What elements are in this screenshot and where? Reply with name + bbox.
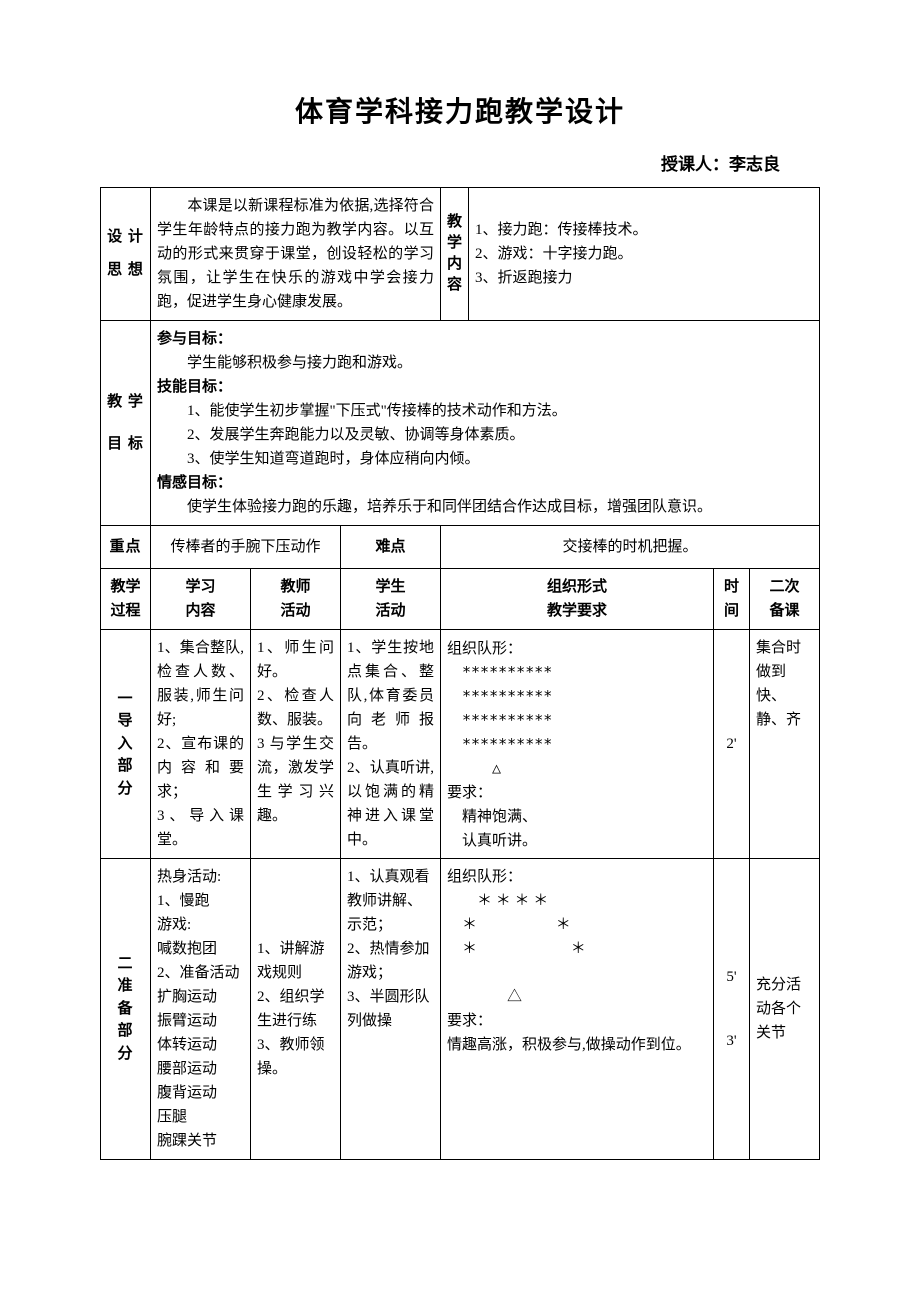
- page-title: 体育学科接力跑教学设计: [100, 90, 820, 130]
- header-process: 教学 过程: [101, 569, 151, 630]
- phase-2-org: 组织队形： ＊ ＊ ＊ ＊ ＊ ＊ ＊ ＊ △ 要求： 情趣高涨，积极参与,做操…: [441, 859, 714, 1160]
- phase-1-student: 1、学生按地点集合、整队,体育委员向老师报告。 2、认真听讲,以饱满的精神进入课…: [341, 630, 441, 859]
- phase-1-learn: 1、集合整队,检查人数、服装,师生问好; 2、宣布课的内容和要求； 3、导入课堂…: [151, 630, 251, 859]
- table-row: 教 学 目 标 参与目标： 学生能够积极参与接力跑和游戏。 技能目标： 1、能使…: [101, 321, 820, 526]
- table-header-row: 教学 过程 学习 内容 教师 活动 学生 活动 组织形式 教学要求 时 间 二次…: [101, 569, 820, 630]
- phase-2-student: 1、认真观看教师讲解、示范； 2、热情参加游戏； 3、半圆形队列做操: [341, 859, 441, 1160]
- phase-2-learn: 热身活动: 1、慢跑 游戏: 喊数抱团 2、准备活动 扩胸运动 振臂运动 体转运…: [151, 859, 251, 1160]
- teaching-content-label: 教学内容: [441, 188, 469, 321]
- instructor-line: 授课人：李志良: [100, 150, 820, 175]
- design-philosophy-label: 设 计 思 想: [101, 188, 151, 321]
- emotion-goal-text: 使学生体验接力跑的乐趣，培养乐于和同伴团结合作达成目标，增强团队意识。: [157, 495, 813, 519]
- header-student: 学生 活动: [341, 569, 441, 630]
- design-philosophy-text: 本课是以新课程标准为依据,选择符合学生年龄特点的接力跑为教学内容。以互动的形式来…: [151, 188, 441, 321]
- key-point-label: 重点: [101, 526, 151, 569]
- teaching-goals-label: 教 学 目 标: [101, 321, 151, 526]
- participation-goal-header: 参与目标：: [157, 327, 813, 351]
- participation-goal-text: 学生能够积极参与接力跑和游戏。: [157, 351, 813, 375]
- header-learn: 学习 内容: [151, 569, 251, 630]
- header-time: 时 间: [714, 569, 750, 630]
- header-second: 二次 备课: [750, 569, 820, 630]
- skill-goal-header: 技能目标：: [157, 375, 813, 399]
- table-row: 二 准 备 部 分 热身活动: 1、慢跑 游戏: 喊数抱团 2、准备活动 扩胸运…: [101, 859, 820, 1160]
- phase-2-second: 充分活动各个关节: [750, 859, 820, 1160]
- phase-1-label: 一 导 入 部 分: [101, 630, 151, 859]
- lesson-plan-table: 设 计 思 想 本课是以新课程标准为依据,选择符合学生年龄特点的接力跑为教学内容…: [100, 187, 820, 1160]
- phase-2-time: 5' 3': [714, 859, 750, 1160]
- table-row: 设 计 思 想 本课是以新课程标准为依据,选择符合学生年龄特点的接力跑为教学内容…: [101, 188, 820, 321]
- skill-goal-1: 1、能使学生初步掌握"下压式"传接棒的技术动作和方法。: [157, 399, 813, 423]
- phase-1-org: 组织队形： ********** ********** ********** *…: [441, 630, 714, 859]
- phase-2-label: 二 准 备 部 分: [101, 859, 151, 1160]
- skill-goal-3: 3、使学生知道弯道跑时，身体应稍向内倾。: [157, 447, 813, 471]
- difficulty-text: 交接棒的时机把握。: [441, 526, 820, 569]
- header-org: 组织形式 教学要求: [441, 569, 714, 630]
- emotion-goal-header: 情感目标：: [157, 471, 813, 495]
- difficulty-label: 难点: [341, 526, 441, 569]
- header-teacher: 教师 活动: [251, 569, 341, 630]
- table-row: 重点 传棒者的手腕下压动作 难点 交接棒的时机把握。: [101, 526, 820, 569]
- phase-1-time: 2': [714, 630, 750, 859]
- teaching-content-text: 1、接力跑：传接棒技术。 2、游戏：十字接力跑。 3、折返跑接力: [469, 188, 820, 321]
- table-row: 一 导 入 部 分 1、集合整队,检查人数、服装,师生问好; 2、宣布课的内容和…: [101, 630, 820, 859]
- phase-1-second: 集合时做到快、静、齐: [750, 630, 820, 859]
- skill-goal-2: 2、发展学生奔跑能力以及灵敏、协调等身体素质。: [157, 423, 813, 447]
- phase-2-teacher: 1、讲解游戏规则 2、组织学生进行练 3、教师领操。: [251, 859, 341, 1160]
- key-point-text: 传棒者的手腕下压动作: [151, 526, 341, 569]
- teaching-goals-content: 参与目标： 学生能够积极参与接力跑和游戏。 技能目标： 1、能使学生初步掌握"下…: [151, 321, 820, 526]
- phase-1-teacher: 1、师生问好。 2、检查人数、服装。 3 与学生交流，激发学生学习兴趣。: [251, 630, 341, 859]
